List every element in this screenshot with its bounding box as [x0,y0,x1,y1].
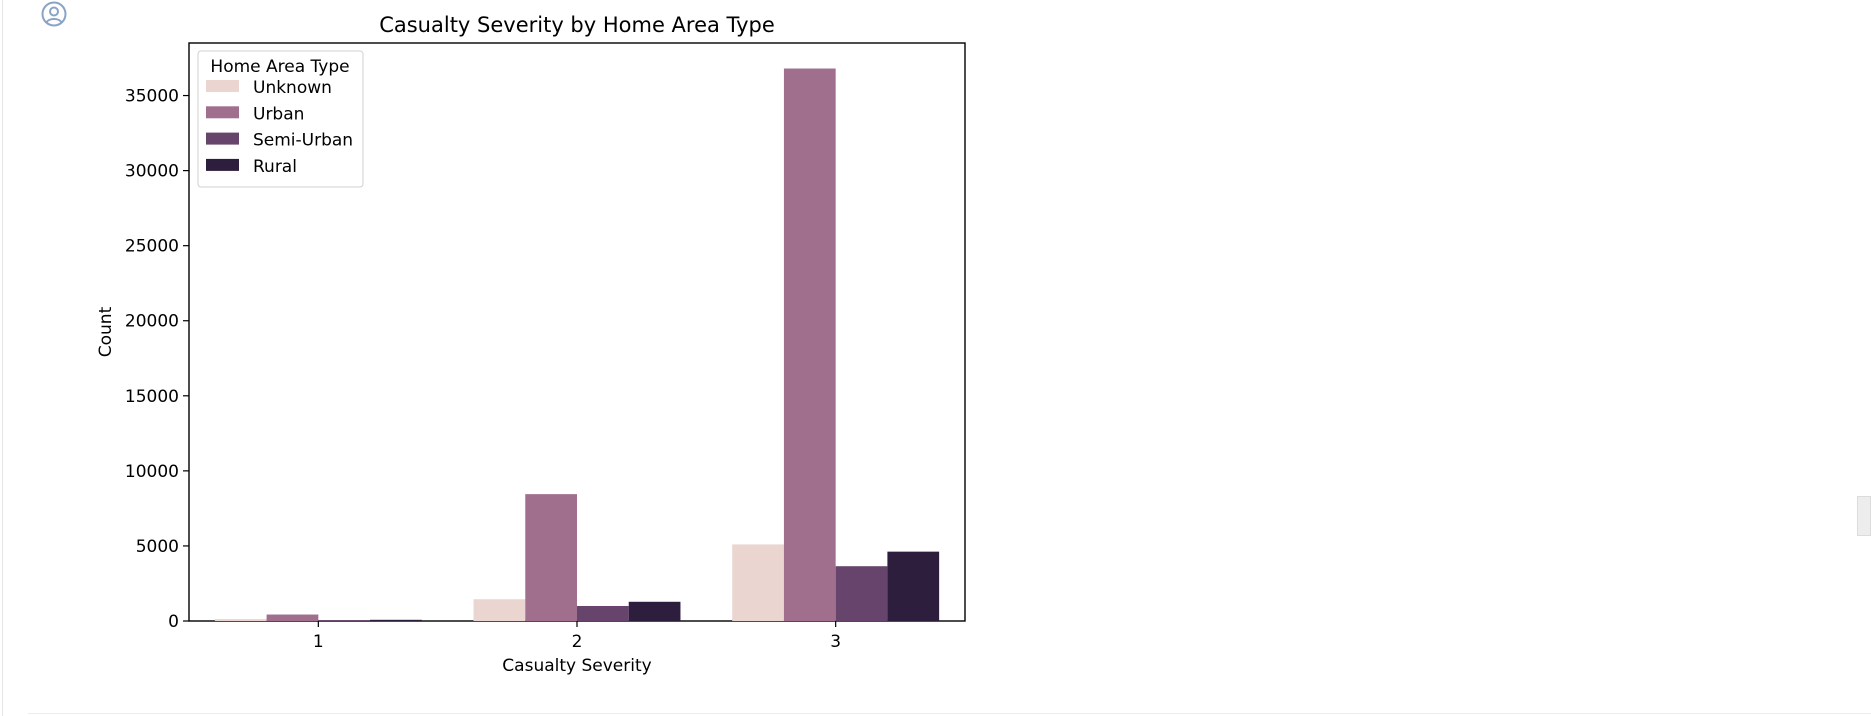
legend-swatch-unknown [206,80,239,92]
y-tick-label: 20000 [125,312,179,332]
bar-semi-urban-3 [835,566,888,621]
x-axis: 1 2 3 [313,621,841,652]
bar-rural-3 [887,551,940,621]
x-tick-label: 2 [572,632,583,652]
legend-label: Unknown [253,78,332,98]
cell-left-border [2,0,3,716]
y-tick-label: 30000 [125,162,179,182]
x-tick-label: 1 [313,632,324,652]
user-circle-icon [40,1,68,29]
legend-label: Semi-Urban [253,131,353,151]
x-axis-label: Casualty Severity [502,656,651,676]
legend-title: Home Area Type [210,57,349,77]
y-tick-label: 25000 [125,237,179,257]
legend-swatch-urban [206,106,239,119]
bar-rural-1 [370,619,422,621]
bar-unknown-2 [473,599,526,621]
y-tick-label: 5000 [136,537,179,557]
cell-bottom-border [28,713,1871,714]
legend: Home Area Type Unknown Urban Semi-Urban Rur… [197,50,364,188]
bar-rural-2 [628,601,681,621]
legend-items: Unknown Urban Semi-Urban Rural [206,78,353,177]
y-tick-label: 10000 [125,462,179,482]
bar-unknown-1 [214,619,267,621]
legend-label: Urban [253,104,304,124]
bar-semi-urban-2 [577,605,629,621]
bar-semi-urban-1 [318,620,371,621]
x-tick-label: 3 [830,632,841,652]
bar-urban-1 [266,614,319,621]
y-tick-label: 35000 [125,87,179,107]
legend-swatch-rural [206,158,239,171]
bar-urban-2 [525,494,577,621]
chart-title: Casualty Severity by Home Area Type [379,13,775,37]
legend-label: Rural [253,157,297,177]
y-tick-label: 15000 [125,387,179,407]
y-axis: 0 5000 10000 15000 20000 25000 30000 35000 [125,87,189,632]
scrollbar-handle[interactable] [1857,496,1871,536]
legend-swatch-semi-urban [206,132,239,145]
y-axis-label: Count [96,306,116,357]
legend-box [197,50,364,188]
bar-unknown-3 [732,544,784,621]
y-tick-label: 0 [168,612,179,632]
bar-urban-3 [783,68,836,621]
bars-group [214,68,940,621]
